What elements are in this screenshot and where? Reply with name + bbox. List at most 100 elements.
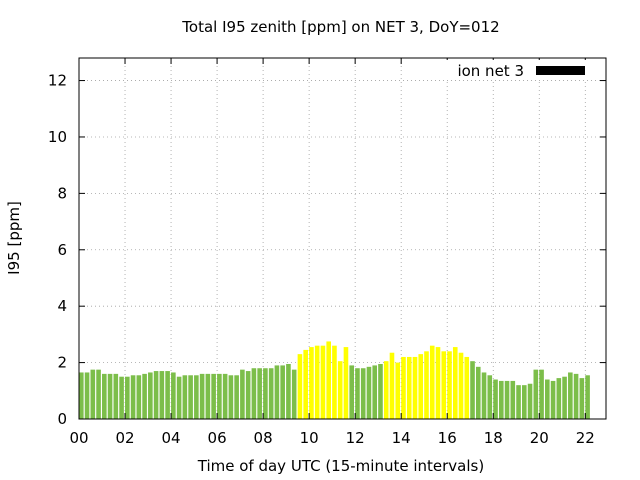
bar bbox=[228, 375, 234, 419]
bar bbox=[418, 354, 424, 419]
bar bbox=[280, 365, 285, 419]
bar bbox=[412, 356, 418, 419]
bar bbox=[107, 373, 113, 419]
bar bbox=[452, 347, 458, 419]
bar bbox=[188, 375, 193, 419]
bar bbox=[337, 361, 343, 419]
bar bbox=[84, 372, 90, 419]
bar bbox=[234, 375, 239, 419]
bar bbox=[222, 373, 228, 419]
bar bbox=[205, 373, 211, 419]
bar bbox=[297, 354, 303, 419]
grid bbox=[79, 58, 606, 419]
x-tick-label: 22 bbox=[576, 429, 595, 447]
legend-label: ion net 3 bbox=[457, 62, 524, 80]
bar bbox=[251, 368, 257, 419]
bar bbox=[545, 379, 550, 419]
bar bbox=[90, 369, 96, 419]
bar bbox=[268, 368, 274, 419]
x-tick-label: 16 bbox=[438, 429, 457, 447]
bar bbox=[475, 366, 481, 419]
bar bbox=[194, 375, 199, 419]
bar bbox=[441, 351, 447, 419]
bar bbox=[395, 362, 401, 419]
bar bbox=[274, 365, 280, 419]
bar bbox=[159, 371, 165, 419]
bar bbox=[579, 378, 585, 419]
bar bbox=[136, 375, 142, 419]
bar bbox=[498, 380, 504, 419]
bar bbox=[171, 372, 176, 419]
bar bbox=[245, 371, 251, 419]
bar bbox=[366, 366, 372, 419]
bar bbox=[125, 376, 130, 419]
y-tick-label: 2 bbox=[57, 354, 67, 372]
bar bbox=[113, 373, 119, 419]
x-tick-label: 12 bbox=[346, 429, 365, 447]
bar bbox=[153, 371, 159, 419]
legend-swatch bbox=[536, 66, 585, 75]
bar bbox=[360, 368, 366, 419]
bar bbox=[182, 375, 188, 419]
bar bbox=[383, 361, 389, 419]
x-tick-label: 02 bbox=[115, 429, 134, 447]
x-axis-label: Time of day UTC (15-minute intervals) bbox=[197, 457, 484, 475]
bar bbox=[481, 372, 487, 419]
bar bbox=[148, 372, 153, 419]
bar bbox=[79, 372, 84, 419]
bar bbox=[487, 375, 493, 419]
bar bbox=[550, 380, 556, 419]
plot-frame bbox=[78, 57, 607, 420]
y-tick-label: 10 bbox=[48, 128, 67, 146]
bar bbox=[516, 385, 521, 419]
bar bbox=[470, 361, 475, 419]
bar bbox=[349, 365, 355, 419]
bar bbox=[510, 380, 516, 419]
bar bbox=[240, 369, 245, 419]
bar bbox=[142, 373, 147, 419]
y-tick-label: 12 bbox=[48, 72, 67, 90]
bar bbox=[165, 371, 170, 419]
bar bbox=[585, 375, 590, 419]
x-tick-label: 00 bbox=[69, 429, 88, 447]
y-tick-label: 6 bbox=[57, 241, 67, 259]
y-tick-label: 0 bbox=[57, 410, 67, 428]
x-tick-label: 10 bbox=[300, 429, 319, 447]
bar bbox=[527, 383, 533, 419]
bar bbox=[372, 365, 378, 419]
x-tick-label: 14 bbox=[392, 429, 411, 447]
x-tick-label: 20 bbox=[530, 429, 549, 447]
bar bbox=[568, 372, 573, 419]
bar bbox=[556, 378, 562, 419]
chart-title: Total I95 zenith [ppm] on NET 3, DoY=012 bbox=[181, 18, 499, 36]
x-tick-label: 18 bbox=[484, 429, 503, 447]
bar bbox=[504, 380, 510, 419]
y-tick-label: 8 bbox=[57, 184, 67, 202]
x-tick-label: 08 bbox=[254, 429, 273, 447]
bar bbox=[343, 347, 349, 419]
bar bbox=[211, 373, 216, 419]
bar bbox=[355, 368, 360, 419]
bar bbox=[102, 373, 107, 419]
bar bbox=[217, 373, 222, 419]
bar bbox=[406, 356, 412, 419]
bar bbox=[314, 345, 320, 419]
bar bbox=[458, 352, 464, 419]
x-tick-label: 04 bbox=[162, 429, 181, 447]
bar bbox=[291, 369, 297, 419]
bar bbox=[199, 373, 205, 419]
x-tick-label: 06 bbox=[208, 429, 227, 447]
bar bbox=[96, 369, 101, 419]
bar bbox=[303, 349, 308, 419]
bar bbox=[332, 345, 337, 419]
bar bbox=[429, 345, 435, 419]
bar bbox=[326, 341, 331, 419]
bar bbox=[493, 379, 498, 419]
bar bbox=[464, 356, 470, 419]
bar bbox=[562, 376, 567, 419]
bar bbox=[447, 351, 452, 419]
bar bbox=[573, 373, 579, 419]
bar bbox=[539, 369, 544, 419]
bar bbox=[176, 376, 182, 419]
